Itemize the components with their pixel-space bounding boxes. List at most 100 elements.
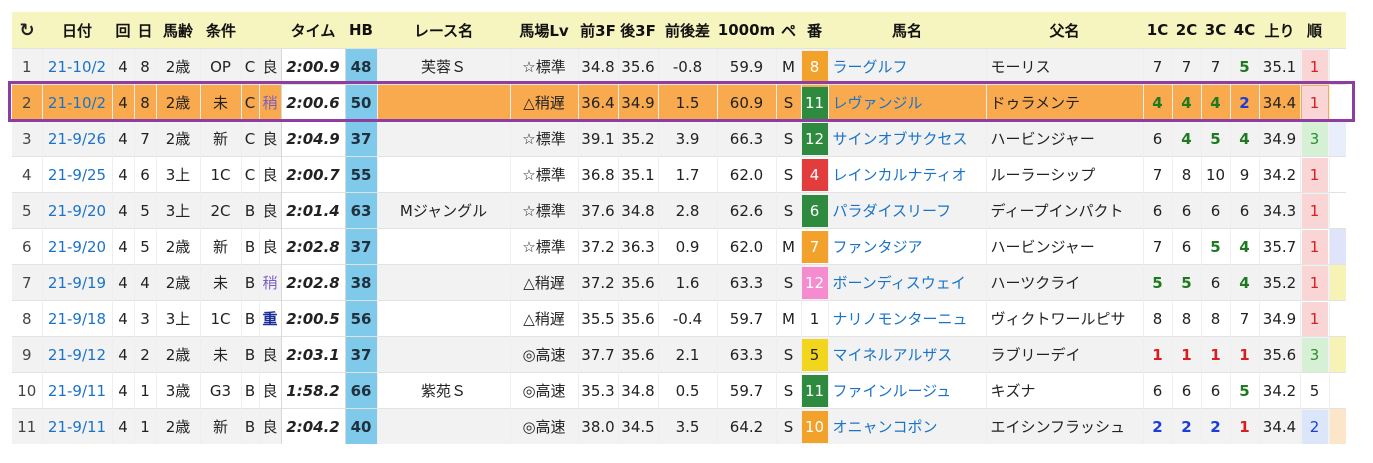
col-agari[interactable]: 上り	[1259, 12, 1300, 49]
race-date-link[interactable]: 21-9/20	[47, 201, 107, 220]
col-horse-name[interactable]: 馬名	[828, 12, 986, 49]
table-row[interactable]: 6 21-9/20 4 5 2歳新 B 良 2:02.8 37 ☆標準 37.2 36.3 0.9 62.…	[12, 228, 1346, 265]
col-kai[interactable]: 回	[112, 12, 134, 49]
race-date[interactable]: 21-10/2	[41, 48, 112, 85]
race-date[interactable]: 21-9/20	[41, 228, 112, 265]
corner-3-text: 7	[1210, 57, 1221, 76]
race-date-link[interactable]: 21-9/25	[47, 165, 107, 184]
race-date[interactable]: 21-9/20	[41, 192, 112, 229]
col-2c[interactable]: 2C	[1172, 12, 1201, 49]
horse-name[interactable]: サインオブサクセス	[827, 120, 986, 157]
race-date-link[interactable]: 21-9/20	[47, 237, 107, 256]
col-sire[interactable]: 父名	[986, 12, 1143, 49]
race-date[interactable]: 21-9/19	[41, 264, 112, 301]
course-layout: B	[240, 192, 259, 229]
meet-day: 6	[133, 156, 156, 193]
horse-name-link[interactable]: レインカルナティオ	[832, 166, 967, 184]
race-date[interactable]: 21-9/12	[41, 336, 112, 373]
col-3c[interactable]: 3C	[1201, 12, 1230, 49]
corner-2: 5	[1171, 264, 1201, 301]
race-date-link[interactable]: 21-9/26	[47, 129, 107, 148]
race-date-link[interactable]: 21-10/2	[47, 57, 107, 76]
race-date-link[interactable]: 21-9/12	[47, 345, 107, 364]
course-layout-text: C	[244, 165, 256, 184]
horse-name-link[interactable]: オニャンコポン	[832, 418, 938, 436]
corner-4: 5	[1229, 48, 1259, 85]
row-number: 3	[12, 120, 42, 157]
horse-name[interactable]: マイネルアルザス	[827, 336, 986, 373]
race-date[interactable]: 21-9/25	[41, 156, 112, 193]
horse-name-link[interactable]: ファインルージュ	[832, 382, 952, 400]
horse-name-link[interactable]: ナリノモンターニュ	[832, 310, 968, 328]
horse-name[interactable]: ボーンディスウェイ	[827, 264, 986, 301]
meet-kai: 4	[111, 84, 134, 121]
last-3f-text: 35.6	[621, 57, 655, 76]
horse-name[interactable]: レインカルナティオ	[827, 156, 986, 193]
horse-name[interactable]: ファンタジア	[827, 228, 986, 265]
corner-2: 4	[1171, 84, 1201, 121]
col-track-level[interactable]: 馬場Lv	[510, 12, 578, 49]
table-row[interactable]: 1 21-10/2 4 8 2歳 OP C 良 2:00.9 48 芙蓉Ｓ ☆標準 34.8 35.6 -0…	[12, 48, 1346, 85]
horse-name[interactable]: ラーグルフ	[827, 48, 986, 85]
final-3f-text: 34.4	[1262, 417, 1297, 436]
horse-name-link[interactable]: パラダイスリーフ	[832, 202, 952, 220]
col-last-3f[interactable]: 後3F	[618, 12, 658, 49]
col-diff[interactable]: 前後差	[658, 12, 717, 49]
horse-name-link[interactable]: マイネルアルザス	[832, 346, 953, 364]
horse-name-link[interactable]: ファンタジア	[832, 238, 923, 256]
race-date-link[interactable]: 21-9/11	[47, 417, 107, 436]
col-first-3f[interactable]: 前3F	[578, 12, 618, 49]
table-row[interactable]: 5 21-9/20 4 5 3上 2C B 良 2:01.4 63 Mジャングル ☆標準 37.6 34.…	[12, 192, 1346, 229]
course-layout: B	[240, 264, 259, 301]
horse-name[interactable]: ファインルージュ	[827, 372, 986, 409]
corner-3: 4	[1200, 84, 1230, 121]
table-row[interactable]: 8 21-9/18 4 3 3上 1C B 重 2:00.5 56 △稍遅 35.5 35.6 -0.4 5…	[12, 300, 1346, 337]
col-hb[interactable]: HB	[345, 12, 377, 49]
finish-rank: 1	[1299, 264, 1329, 301]
refresh-icon[interactable]: ↻	[19, 19, 35, 41]
col-nichi[interactable]: 日	[134, 12, 156, 49]
horse-name-link[interactable]: ボーンディスウェイ	[832, 274, 966, 292]
corner-1-text: 2	[1152, 417, 1163, 436]
col-number[interactable]: 番	[801, 12, 828, 49]
horse-name[interactable]: ナリノモンターニュ	[827, 300, 986, 337]
horse-name-link[interactable]: レヴァンジル	[832, 94, 923, 112]
reload-header[interactable]: ↻	[12, 12, 42, 49]
race-date-link[interactable]: 21-10/2	[47, 93, 107, 112]
horse-name-link[interactable]: ラーグルフ	[832, 58, 908, 76]
split-1000m: 63.3	[716, 264, 776, 301]
col-condition[interactable]: 条件	[200, 12, 281, 49]
race-date[interactable]: 21-9/11	[41, 372, 112, 409]
table-row[interactable]: 9 21-9/12 4 2 2歳 未 B 良 2:03.1 37 ◎高速 37.7 35.6 2.1 63.…	[12, 336, 1346, 373]
table-row[interactable]: 3 21-9/26 4 7 2歳新 C 良 2:04.9 37 ☆標準 39.1 35.2 3.9 66.…	[12, 120, 1346, 157]
table-row[interactable]: 4 21-9/25 4 6 3上 1C C 良 2:00.7 55 ☆標準 36.8 35.1 1.7 62…	[12, 156, 1346, 193]
horse-number-badge: 6	[802, 194, 828, 227]
race-date-link[interactable]: 21-9/18	[47, 309, 107, 328]
table-row[interactable]: 7 21-9/19 4 4 2歳未 B 稍 2:02.8 38 △稍遅 37.2 35.6 1.6 63.…	[12, 264, 1346, 301]
table-row[interactable]: 11 21-9/11 4 1 2歳新 B 良 2:04.2 40 ◎高速 38.0 34.5 3.5 64…	[12, 408, 1346, 444]
horse-name[interactable]: レヴァンジル	[827, 84, 986, 121]
col-time[interactable]: タイム	[281, 12, 345, 49]
split-1000m: 63.3	[716, 336, 776, 373]
sire-name-text: キズナ	[990, 382, 1036, 400]
table-row[interactable]: 2 21-10/2 4 8 2歳未 C 稍 2:00.6 50 △稍遅 36.4 34.9 1.5 60.…	[12, 84, 1346, 121]
col-race-name[interactable]: レース名	[377, 12, 510, 49]
race-date[interactable]: 21-10/2	[41, 84, 112, 121]
col-4c[interactable]: 4C	[1230, 12, 1259, 49]
race-date[interactable]: 21-9/26	[41, 120, 112, 157]
table-row[interactable]: 10 21-9/11 4 1 3歳 G3 B 良 1:58.2 66 紫苑Ｓ ◎高速 35.3 34.8 0…	[12, 372, 1346, 409]
horse-name[interactable]: オニャンコポン	[827, 408, 986, 444]
race-date[interactable]: 21-9/18	[41, 300, 112, 337]
horse-name[interactable]: パラダイスリーフ	[827, 192, 986, 229]
race-date-link[interactable]: 21-9/19	[47, 273, 107, 292]
race-date-link[interactable]: 21-9/11	[47, 381, 107, 400]
col-age[interactable]: 馬齢	[156, 12, 200, 49]
col-pace[interactable]: ペ	[776, 12, 801, 49]
extra-cell	[1328, 228, 1346, 265]
horse-name-link[interactable]: サインオブサクセス	[832, 130, 968, 148]
col-rank[interactable]: 順	[1300, 12, 1329, 49]
col-1000m[interactable]: 1000m	[717, 12, 776, 49]
race-date[interactable]: 21-9/11	[41, 408, 112, 444]
col-1c[interactable]: 1C	[1143, 12, 1172, 49]
col-date[interactable]: 日付	[42, 12, 112, 49]
